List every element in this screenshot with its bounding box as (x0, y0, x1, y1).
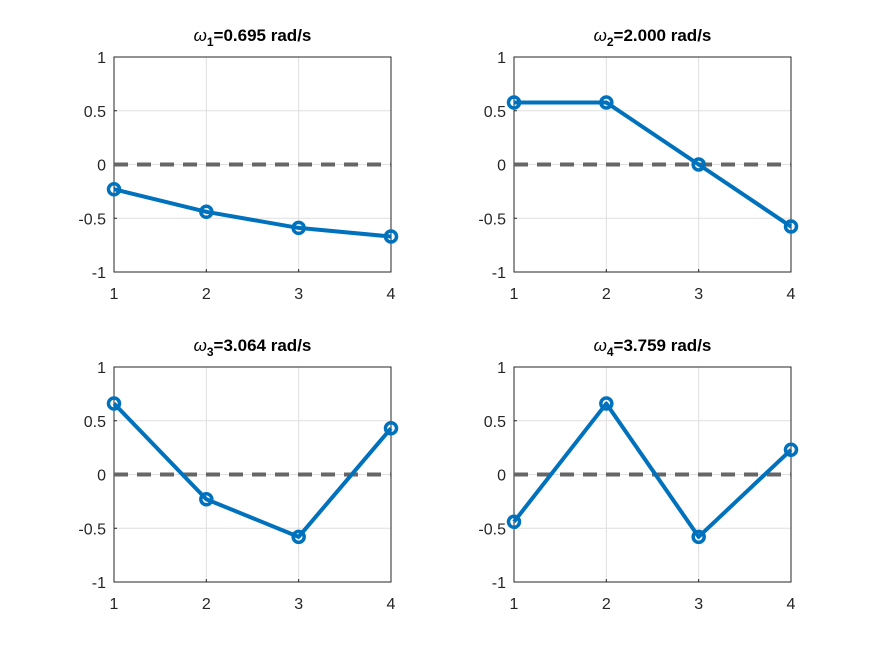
y-tick-label: 1 (97, 360, 106, 377)
data-point (783, 442, 799, 458)
y-tick-label: 1 (497, 50, 506, 67)
data-point (291, 529, 306, 545)
data-point (199, 491, 214, 507)
x-tick-label: 3 (294, 286, 303, 303)
data-point (106, 396, 122, 411)
data-point (783, 219, 799, 234)
subplot-3: 1 2 3 4 1 0.5 0 -0.5 -1 ω3=3.064 rad/s (78, 336, 399, 613)
series-line (112, 402, 393, 539)
data-point (506, 514, 522, 530)
y-tick-label: 0 (97, 158, 106, 175)
y-tick-label: -0.5 (478, 521, 506, 538)
data-point (383, 421, 399, 436)
subplot-title: ω3=3.064 rad/s (194, 336, 312, 359)
y-tick-label: -1 (492, 575, 506, 592)
y-tick-label: -0.5 (478, 211, 506, 228)
subplot-title: ω4=3.759 rad/s (594, 336, 712, 359)
y-tick-label: 0 (497, 158, 506, 175)
x-tick-label: 3 (694, 596, 703, 613)
data-point (691, 529, 706, 545)
data-point (506, 95, 522, 110)
y-tick-label: 0 (97, 468, 106, 485)
subplot-2: 1 2 3 4 1 0.5 0 -0.5 -1 ω2=2.000 rad/s (478, 26, 799, 303)
subplot-1: 1 2 3 4 1 0.5 0 -0.5 -1 ω1=0.695 rad/s (78, 26, 399, 303)
x-tick-label: 1 (110, 286, 119, 303)
data-point (599, 396, 614, 411)
x-tick-label: 1 (510, 596, 519, 613)
series-line (514, 100, 793, 229)
y-tick-label: -0.5 (78, 521, 106, 538)
subplot-title: ω1=0.695 rad/s (194, 26, 312, 49)
y-tick-label: -1 (492, 265, 506, 282)
x-tick-label: 1 (110, 596, 119, 613)
x-tick-label: 2 (602, 286, 611, 303)
x-tick-label: 4 (787, 286, 796, 303)
series-line (113, 187, 392, 239)
x-tick-label: 3 (694, 286, 703, 303)
y-tick-label: 0.5 (84, 414, 106, 431)
data-point (691, 157, 706, 172)
subplot-title: ω2=2.000 rad/s (594, 26, 712, 49)
y-tick-label: 0.5 (84, 104, 106, 121)
y-tick-label: -0.5 (78, 211, 106, 228)
subplot-4: 1 2 3 4 1 0.5 0 -0.5 -1 ω4=3.759 rad/s (478, 336, 799, 613)
data-point (291, 220, 306, 236)
x-tick-label: 4 (387, 286, 396, 303)
y-tick-label: 0.5 (484, 104, 506, 121)
data-point (599, 95, 614, 110)
x-tick-label: 4 (787, 596, 796, 613)
y-tick-label: 0.5 (484, 414, 506, 431)
series-line (512, 401, 793, 539)
data-point (106, 181, 122, 197)
y-tick-label: 1 (497, 360, 506, 377)
x-tick-label: 3 (294, 596, 303, 613)
data-point (383, 229, 399, 244)
y-tick-label: 0 (497, 468, 506, 485)
y-tick-label: -1 (92, 265, 106, 282)
x-tick-label: 4 (387, 596, 396, 613)
y-tick-label: -1 (92, 575, 106, 592)
x-tick-label: 2 (602, 596, 611, 613)
x-tick-label: 2 (202, 286, 211, 303)
y-tick-label: 1 (97, 50, 106, 67)
x-tick-label: 1 (510, 286, 519, 303)
data-point (199, 204, 214, 220)
x-tick-label: 2 (202, 596, 211, 613)
